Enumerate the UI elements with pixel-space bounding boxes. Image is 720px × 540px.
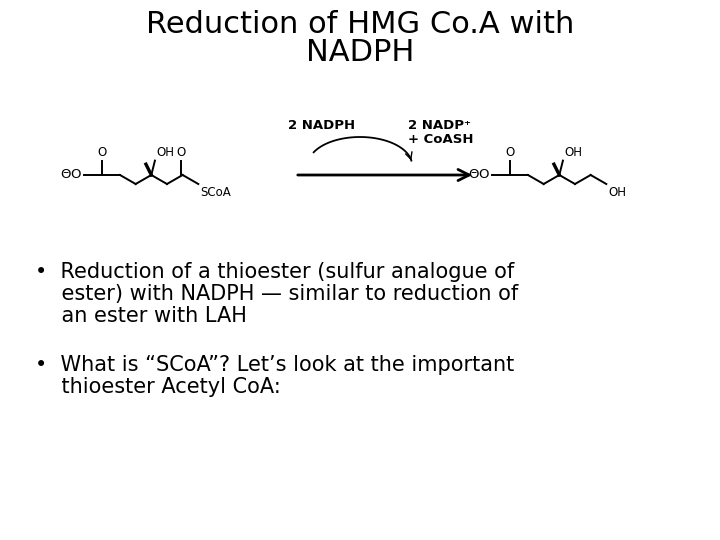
Text: $\mathsf{\Theta}$O: $\mathsf{\Theta}$O <box>60 168 82 181</box>
Text: thioester Acetyl CoA:: thioester Acetyl CoA: <box>35 377 281 397</box>
Text: ester) with NADPH — similar to reduction of: ester) with NADPH — similar to reduction… <box>35 284 518 304</box>
Text: an ester with LAH: an ester with LAH <box>35 306 247 326</box>
Text: SCoA: SCoA <box>200 186 231 199</box>
Text: O: O <box>176 146 186 159</box>
Text: •  Reduction of a thioester (sulfur analogue of: • Reduction of a thioester (sulfur analo… <box>35 262 514 282</box>
Text: + CoASH: + CoASH <box>408 133 474 146</box>
Text: OH: OH <box>608 186 626 199</box>
Text: OH: OH <box>564 146 582 159</box>
Text: NADPH: NADPH <box>306 38 414 67</box>
Text: $\mathsf{\Theta}$O: $\mathsf{\Theta}$O <box>468 168 490 181</box>
Text: 2 NADP⁺: 2 NADP⁺ <box>408 119 471 132</box>
Text: O: O <box>505 146 515 159</box>
Text: Reduction of HMG Co.A with: Reduction of HMG Co.A with <box>146 10 574 39</box>
Text: 2 NADPH: 2 NADPH <box>289 119 356 132</box>
Text: O: O <box>97 146 107 159</box>
Text: •  What is “SCoA”? Let’s look at the important: • What is “SCoA”? Let’s look at the impo… <box>35 355 514 375</box>
Text: OH: OH <box>156 146 174 159</box>
